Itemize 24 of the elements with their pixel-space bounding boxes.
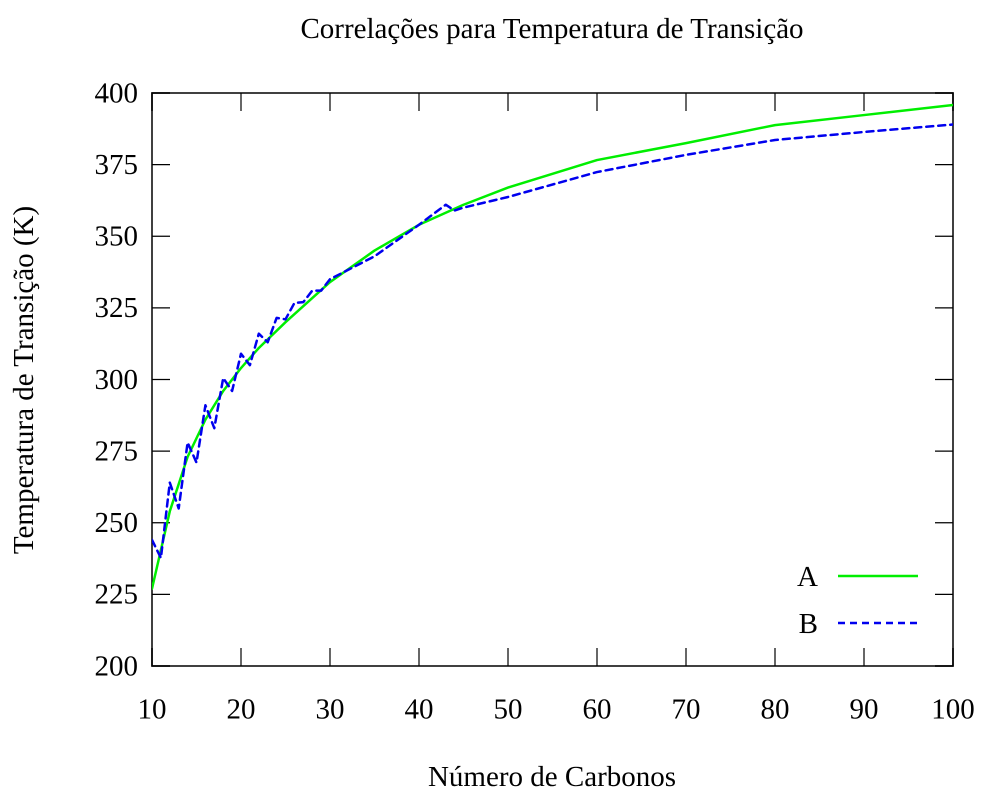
x-tick-label: 20: [226, 694, 256, 726]
y-tick-label: 225: [94, 578, 138, 611]
y-tick-label: 275: [94, 435, 138, 468]
y-tick-label: 400: [94, 77, 138, 110]
y-axis-title: Temperatura de Transição (K): [8, 206, 40, 554]
y-tick-label: 300: [94, 364, 138, 396]
x-tick-label: 70: [672, 694, 700, 726]
x-tick-label: 100: [931, 694, 975, 726]
chart-title: Correlações para Temperatura de Transição: [300, 13, 804, 45]
y-tick-label: 325: [94, 292, 138, 324]
x-tick-label: 80: [760, 694, 790, 726]
x-tick-label: 30: [316, 694, 344, 726]
x-tick-label: 10: [138, 694, 166, 726]
y-tick-label: 200: [94, 650, 138, 682]
y-tick-label: 350: [94, 220, 138, 253]
legend-label: A: [797, 561, 818, 593]
y-tick-label: 250: [94, 507, 138, 540]
legend-label: B: [798, 608, 818, 640]
x-axis-title: Número de Carbonos: [428, 761, 676, 791]
y-tick-label: 375: [94, 148, 138, 181]
x-tick-label: 60: [582, 694, 612, 726]
x-tick-label: 90: [850, 694, 878, 726]
x-tick-label: 40: [404, 694, 434, 726]
x-tick-label: 50: [494, 694, 522, 726]
